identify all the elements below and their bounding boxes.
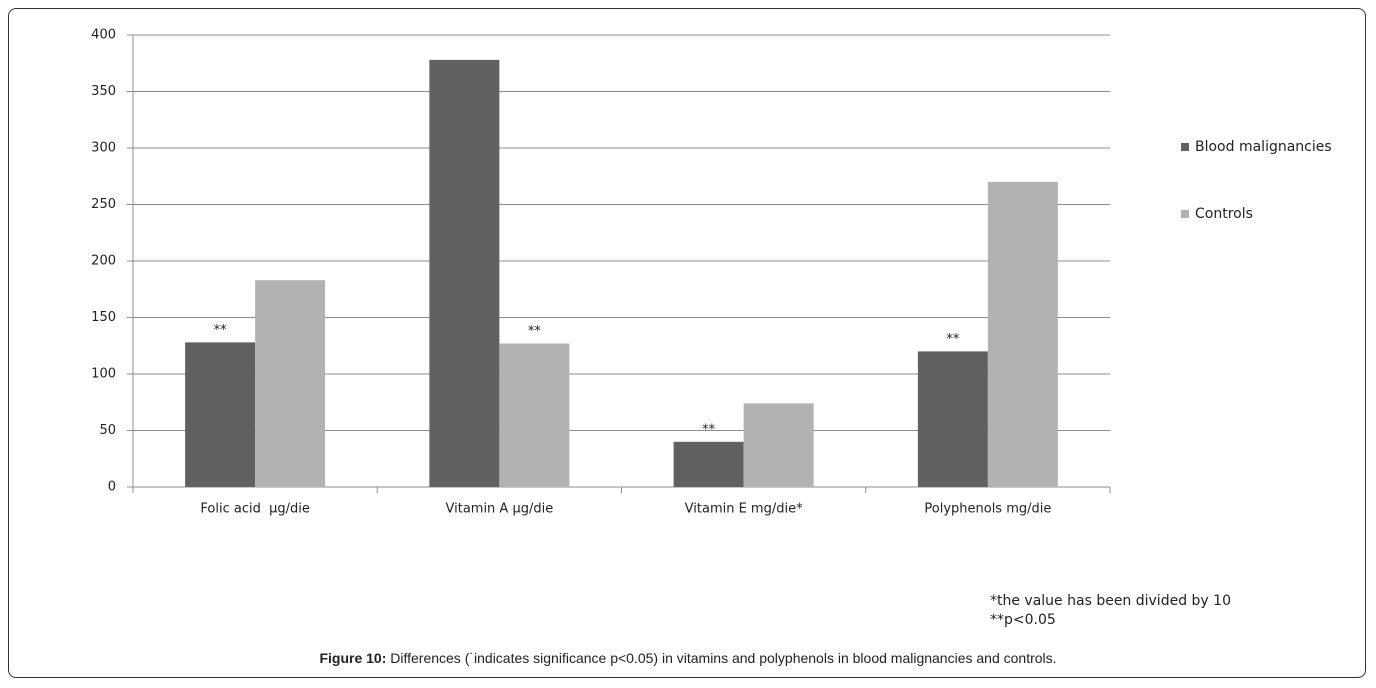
caption: Figure 10: Differences (˙indicates signi…: [0, 650, 1376, 666]
caption-text: Differences (˙indicates significance p<0…: [390, 650, 1057, 666]
legend-swatch: [1181, 210, 1189, 218]
y-tick-label: 0: [108, 480, 116, 495]
x-tick-label: Folic acid µg/die: [200, 502, 309, 517]
y-tick-label: 400: [91, 28, 116, 43]
chart: 0 50 100 150 200 250 300 350 400 Folic acid µg/di…: [91, 28, 1111, 517]
bar: [673, 441, 744, 487]
y-tick-label: 50: [99, 423, 116, 438]
caption-label: Figure 10:: [319, 650, 387, 666]
legend-item: Blood malignancies: [1181, 137, 1335, 158]
significance-mark: **: [702, 422, 716, 437]
legend-item: Controls: [1181, 204, 1335, 225]
legend-swatch: [1181, 143, 1189, 151]
bar: [917, 351, 988, 487]
x-tick-label: Vitamin A µg/die: [446, 502, 554, 517]
bar: [743, 403, 814, 487]
legend-label: Controls: [1195, 206, 1253, 222]
bar: [255, 280, 326, 487]
x-tick-label: Vitamin E mg/die*: [685, 502, 803, 517]
legend-label: Blood malignancies: [1195, 139, 1332, 155]
significance-mark: **: [214, 323, 228, 338]
y-tick-label: 100: [91, 367, 116, 382]
footnote: **p<0.05: [990, 612, 1056, 628]
significance-mark: **: [946, 332, 960, 347]
footnote: *the value has been divided by 10: [990, 593, 1231, 609]
y-tick-label: 200: [91, 254, 116, 269]
y-tick-label: 250: [91, 197, 116, 212]
significance-mark: **: [528, 324, 542, 339]
y-tick-label: 350: [91, 84, 116, 99]
bar: [499, 343, 570, 487]
y-tick-label: 150: [91, 310, 116, 325]
bar: [987, 181, 1058, 487]
bar: [185, 342, 256, 487]
figure-frame: [8, 8, 1366, 678]
bar: [429, 59, 500, 488]
x-tick-label: Polyphenols mg/die: [924, 502, 1051, 517]
y-tick-label: 300: [91, 141, 116, 156]
